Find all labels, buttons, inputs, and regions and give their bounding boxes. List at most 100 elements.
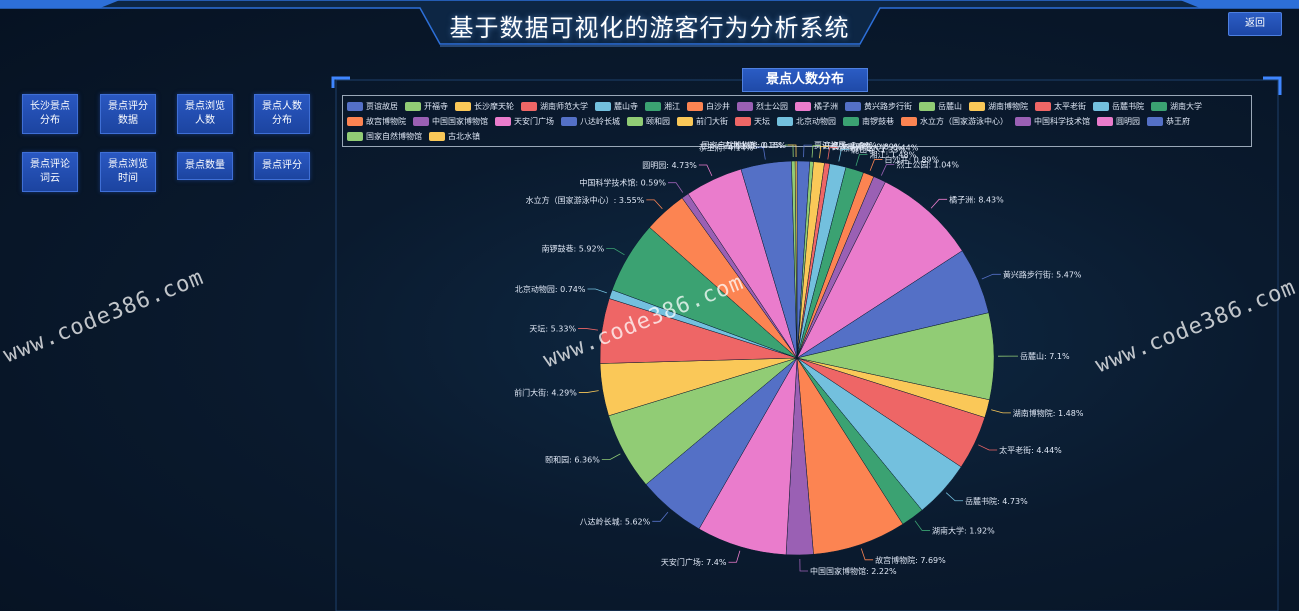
- legend-swatch: [1093, 102, 1109, 111]
- slice-leader-line: [601, 453, 621, 461]
- legend-swatch: [845, 102, 861, 111]
- slice-label: 黄兴路步行街: 5.47%: [1003, 269, 1082, 279]
- nav-button-2[interactable]: 景点评分数据: [100, 94, 156, 134]
- legend-swatch: [347, 102, 363, 111]
- legend-label: 岳麓山: [938, 102, 962, 111]
- legend-swatch: [687, 102, 703, 111]
- legend-item[interactable]: 湘江: [645, 99, 680, 114]
- slice-label: 太平老街: 4.44%: [999, 445, 1062, 455]
- legend-item[interactable]: 太平老街: [1035, 99, 1086, 114]
- legend-item[interactable]: 恭王府: [1147, 114, 1190, 129]
- legend-swatch: [595, 102, 611, 111]
- legend-item[interactable]: 烈士公园: [737, 99, 788, 114]
- legend-swatch: [561, 117, 577, 126]
- legend-swatch: [347, 117, 363, 126]
- slice-label: 中国科学技术馆: 0.59%: [579, 178, 666, 188]
- nav-button-6[interactable]: 景点浏览时间: [100, 152, 156, 192]
- legend-item[interactable]: 国家自然博物馆: [347, 129, 422, 144]
- legend-swatch: [495, 117, 511, 126]
- legend-item[interactable]: 圆明园: [1097, 114, 1140, 129]
- legend-swatch: [843, 117, 859, 126]
- slice-leader-line: [869, 159, 883, 171]
- legend-item[interactable]: 中国国家博物馆: [413, 114, 488, 129]
- back-button[interactable]: 返回: [1228, 12, 1282, 36]
- legend-label: 中国国家博物馆: [432, 117, 488, 126]
- slice-leader-line: [827, 147, 838, 160]
- slice-label: 岳麓山: 7.1%: [1020, 351, 1070, 361]
- panel-title: 景点人数分布: [742, 68, 868, 92]
- legend-label: 太平老街: [1054, 102, 1086, 111]
- legend-item[interactable]: 北京动物园: [777, 114, 836, 129]
- slice-leader-line: [811, 145, 821, 158]
- legend-label: 麓山寺: [614, 102, 638, 111]
- legend-item[interactable]: 岳麓书院: [1093, 99, 1144, 114]
- legend-swatch: [1147, 117, 1163, 126]
- legend-swatch: [455, 102, 471, 111]
- slice-label: 贾谊故居: 1.04%: [814, 140, 877, 150]
- legend-item[interactable]: 水立方（国家游泳中心）: [901, 114, 1008, 129]
- legend-item[interactable]: 长沙摩天轮: [455, 99, 514, 114]
- nav-button-5[interactable]: 景点评论词云: [22, 152, 78, 192]
- slice-label: 天坛: 5.33%: [529, 323, 576, 333]
- slice-leader-line: [838, 149, 850, 162]
- pie-slice[interactable]: [796, 357, 904, 555]
- legend-swatch: [521, 102, 537, 111]
- legend-label: 中国科学技术馆: [1034, 117, 1090, 126]
- legend-item[interactable]: 前门大街: [677, 114, 728, 129]
- nav-button-7[interactable]: 景点数量: [177, 152, 233, 180]
- legend-swatch: [645, 102, 661, 111]
- slice-leader-line: [978, 444, 998, 451]
- legend-label: 恭王府: [1166, 117, 1190, 126]
- slice-leader-line: [784, 144, 794, 158]
- legend-item[interactable]: 古北水镇: [429, 129, 480, 144]
- legend-item[interactable]: 黄兴路步行街: [845, 99, 912, 114]
- legend-swatch: [901, 117, 917, 126]
- legend-item[interactable]: 开福寺: [405, 99, 448, 114]
- slice-leader-line: [606, 248, 625, 256]
- legend-item[interactable]: 湖南大学: [1151, 99, 1202, 114]
- nav-button-3[interactable]: 景点浏览人数: [177, 94, 233, 134]
- legend-label: 国家自然博物馆: [366, 132, 422, 141]
- pie-slice[interactable]: [796, 181, 963, 359]
- slice-label: 南锣鼓巷: 5.92%: [542, 244, 605, 254]
- legend-item[interactable]: 贾谊故居: [347, 99, 398, 114]
- pie-slice[interactable]: [794, 160, 798, 359]
- legend-label: 八达岭长城: [580, 117, 620, 126]
- legend-item[interactable]: 颐和园: [627, 114, 670, 129]
- slice-label: 故宫博物院: 7.69%: [875, 555, 946, 565]
- nav-button-4[interactable]: 景点人数分布: [254, 94, 310, 134]
- legend-label: 白沙井: [706, 102, 730, 111]
- slice-label: 北京动物园: 0.74%: [515, 284, 586, 294]
- legend-swatch: [405, 102, 421, 111]
- slice-leader-line: [855, 153, 868, 166]
- legend-item[interactable]: 中国科学技术馆: [1015, 114, 1090, 129]
- legend-item[interactable]: 八达岭长城: [561, 114, 620, 129]
- legend-swatch: [1151, 102, 1167, 111]
- slice-label: 恭王府: 4.14%: [699, 143, 754, 153]
- legend-item[interactable]: 湖南师范大学: [521, 99, 588, 114]
- legend-label: 开福寺: [424, 102, 448, 111]
- nav-button-1[interactable]: 长沙景点分布: [22, 94, 78, 134]
- slice-label: 岳麓书院: 4.73%: [965, 496, 1028, 506]
- legend-label: 故宫博物院: [366, 117, 406, 126]
- slice-leader-line: [755, 147, 766, 160]
- legend-label: 黄兴路步行街: [864, 102, 912, 111]
- header: 基于数据可视化的游客行为分析系统: [0, 0, 1299, 56]
- legend-item[interactable]: 南锣鼓巷: [843, 114, 894, 129]
- legend-swatch: [795, 102, 811, 111]
- legend-item[interactable]: 天安门广场: [495, 114, 554, 129]
- nav-button-8[interactable]: 景点评分: [254, 152, 310, 180]
- legend-label: 天坛: [754, 117, 770, 126]
- legend-label: 湘江: [664, 102, 680, 111]
- legend-item[interactable]: 故宫博物院: [347, 114, 406, 129]
- slice-label: 湖南大学: 1.92%: [932, 525, 995, 535]
- slice-label: 烈士公园: 1.04%: [896, 160, 959, 170]
- legend-item[interactable]: 白沙井: [687, 99, 730, 114]
- legend-item[interactable]: 湖南博物院: [969, 99, 1028, 114]
- legend-item[interactable]: 麓山寺: [595, 99, 638, 114]
- slice-leader-line: [880, 164, 895, 176]
- legend-item[interactable]: 天坛: [735, 114, 770, 129]
- legend-item[interactable]: 岳麓山: [919, 99, 962, 114]
- legend-item[interactable]: 橘子洲: [795, 99, 838, 114]
- slice-label: 湖南博物院: 1.48%: [1013, 408, 1084, 418]
